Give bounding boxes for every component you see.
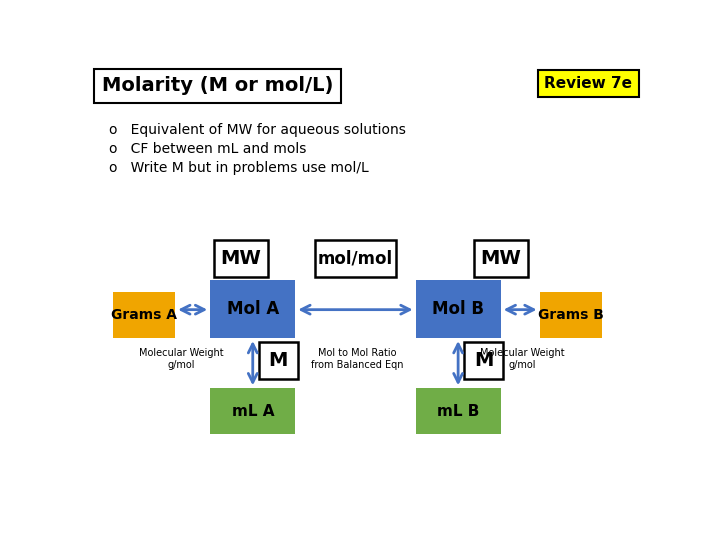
Text: Grams A: Grams A: [112, 308, 177, 322]
Text: MW: MW: [221, 249, 261, 268]
Bar: [474, 240, 528, 278]
Text: mol/mol: mol/mol: [318, 250, 393, 268]
Text: Mol B: Mol B: [432, 300, 484, 318]
Text: MW: MW: [480, 249, 521, 268]
Bar: [113, 292, 175, 338]
Text: Molarity (M or mol/L): Molarity (M or mol/L): [102, 76, 333, 96]
Text: Mol A: Mol A: [227, 300, 279, 318]
Text: Molecular Weight
g/mol: Molecular Weight g/mol: [139, 348, 224, 370]
Bar: [259, 342, 297, 379]
Bar: [539, 292, 601, 338]
Text: Grams B: Grams B: [538, 308, 603, 322]
Text: mL B: mL B: [437, 404, 480, 419]
Text: o   Write M but in problems use mol/L: o Write M but in problems use mol/L: [109, 161, 369, 175]
Text: o   CF between mL and mols: o CF between mL and mols: [109, 142, 307, 156]
Text: mL A: mL A: [232, 404, 274, 419]
Bar: [210, 388, 295, 434]
Bar: [210, 280, 295, 338]
Text: Mol to Mol Ratio
from Balanced Eqn: Mol to Mol Ratio from Balanced Eqn: [311, 348, 404, 370]
Text: M: M: [474, 351, 493, 370]
Text: Molecular Weight
g/mol: Molecular Weight g/mol: [480, 348, 564, 370]
Bar: [214, 240, 269, 278]
Bar: [415, 280, 500, 338]
Bar: [415, 388, 500, 434]
Bar: [464, 342, 503, 379]
Bar: [315, 240, 396, 278]
Text: Review 7e: Review 7e: [544, 76, 632, 91]
Text: M: M: [269, 351, 288, 370]
Text: o   Equivalent of MW for aqueous solutions: o Equivalent of MW for aqueous solutions: [109, 123, 406, 137]
